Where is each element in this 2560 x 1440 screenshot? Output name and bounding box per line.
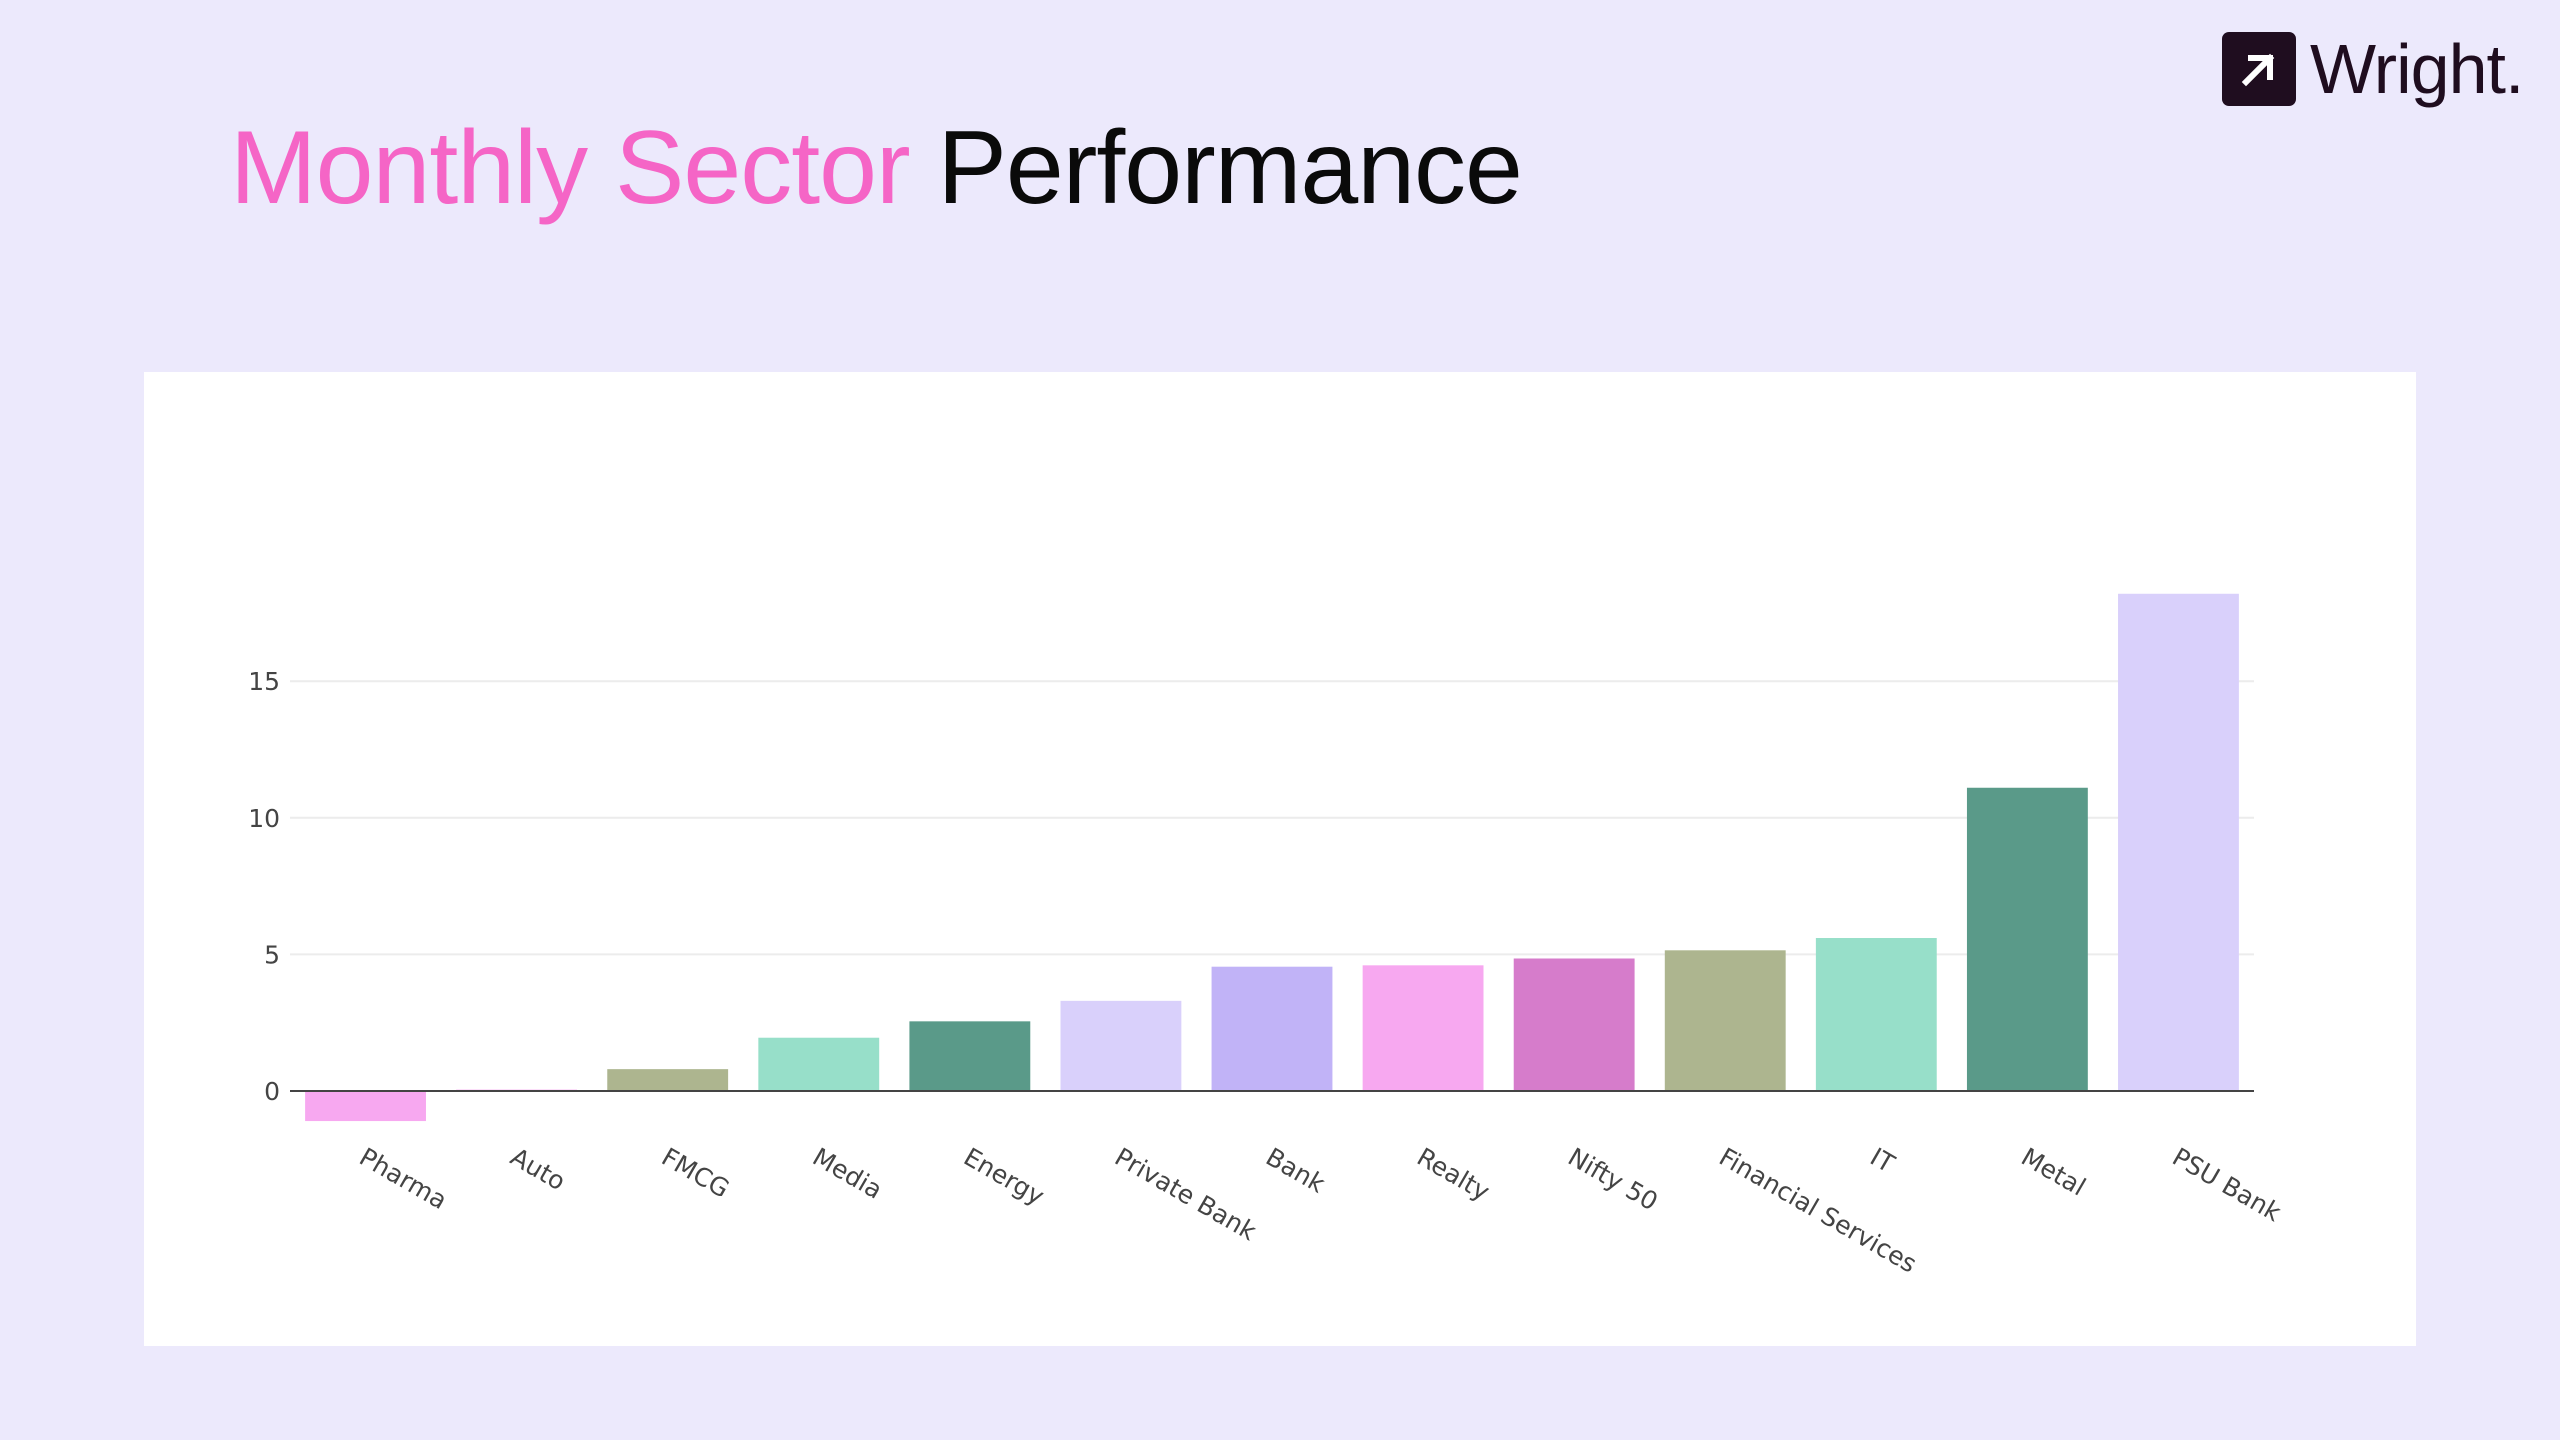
bar-metal	[1966, 787, 2088, 1091]
x-tick-label: FMCG	[657, 1142, 735, 1204]
bar-financial-services	[1664, 950, 1786, 1091]
chart-card: 0 5 10 15 Pharma Auto FMCG Media Energy Private …	[144, 372, 2416, 1346]
x-tick-label: Media	[808, 1142, 888, 1205]
x-tick-label: Bank	[1261, 1142, 1330, 1199]
bar-it	[1815, 938, 1937, 1091]
y-tick-label: 0	[264, 1077, 280, 1106]
x-tick-label: Energy	[959, 1142, 1049, 1211]
arrow-up-right-icon	[2222, 32, 2296, 106]
bar-nifty-50	[1513, 958, 1635, 1091]
bar-pharma	[305, 1091, 426, 1122]
x-tick-label: Pharma	[355, 1142, 452, 1215]
x-tick-labels: Pharma Auto FMCG Media Energy Private Bank Ban…	[355, 1142, 2287, 1279]
bar-realty	[1362, 965, 1484, 1091]
bar-energy	[909, 1021, 1031, 1091]
brand-name: Wright.	[2310, 30, 2524, 108]
y-tick-labels: 0 5 10 15	[248, 667, 280, 1106]
bar-private-bank	[1060, 1000, 1182, 1091]
bar-psu-bank	[2118, 593, 2239, 1091]
bars	[305, 593, 2239, 1122]
page-title: Monthly Sector Performance	[230, 108, 1523, 228]
x-tick-label: Realty	[1412, 1142, 1495, 1206]
bar-fmcg	[607, 1069, 729, 1091]
grid-lines	[290, 680, 2254, 956]
x-tick-label: Auto	[506, 1142, 571, 1196]
x-tick-label: Nifty 50	[1563, 1142, 1663, 1216]
x-tick-label: IT	[1865, 1142, 1900, 1179]
y-tick-label: 15	[248, 667, 280, 696]
y-tick-label: 10	[248, 804, 280, 833]
brand-logo: Wright.	[2222, 30, 2524, 108]
y-tick-label: 5	[264, 940, 280, 969]
x-tick-label: Metal	[2016, 1142, 2090, 1202]
bar-bank	[1211, 966, 1333, 1091]
title-accent: Monthly Sector	[230, 110, 911, 226]
title-main: Performance	[937, 110, 1523, 226]
x-tick-label: PSU Bank	[2167, 1142, 2286, 1227]
x-tick-label: Private Bank	[1110, 1142, 1262, 1246]
bar-chart: 0 5 10 15 Pharma Auto FMCG Media Energy Private …	[248, 593, 2287, 1279]
bar-media	[758, 1037, 880, 1091]
